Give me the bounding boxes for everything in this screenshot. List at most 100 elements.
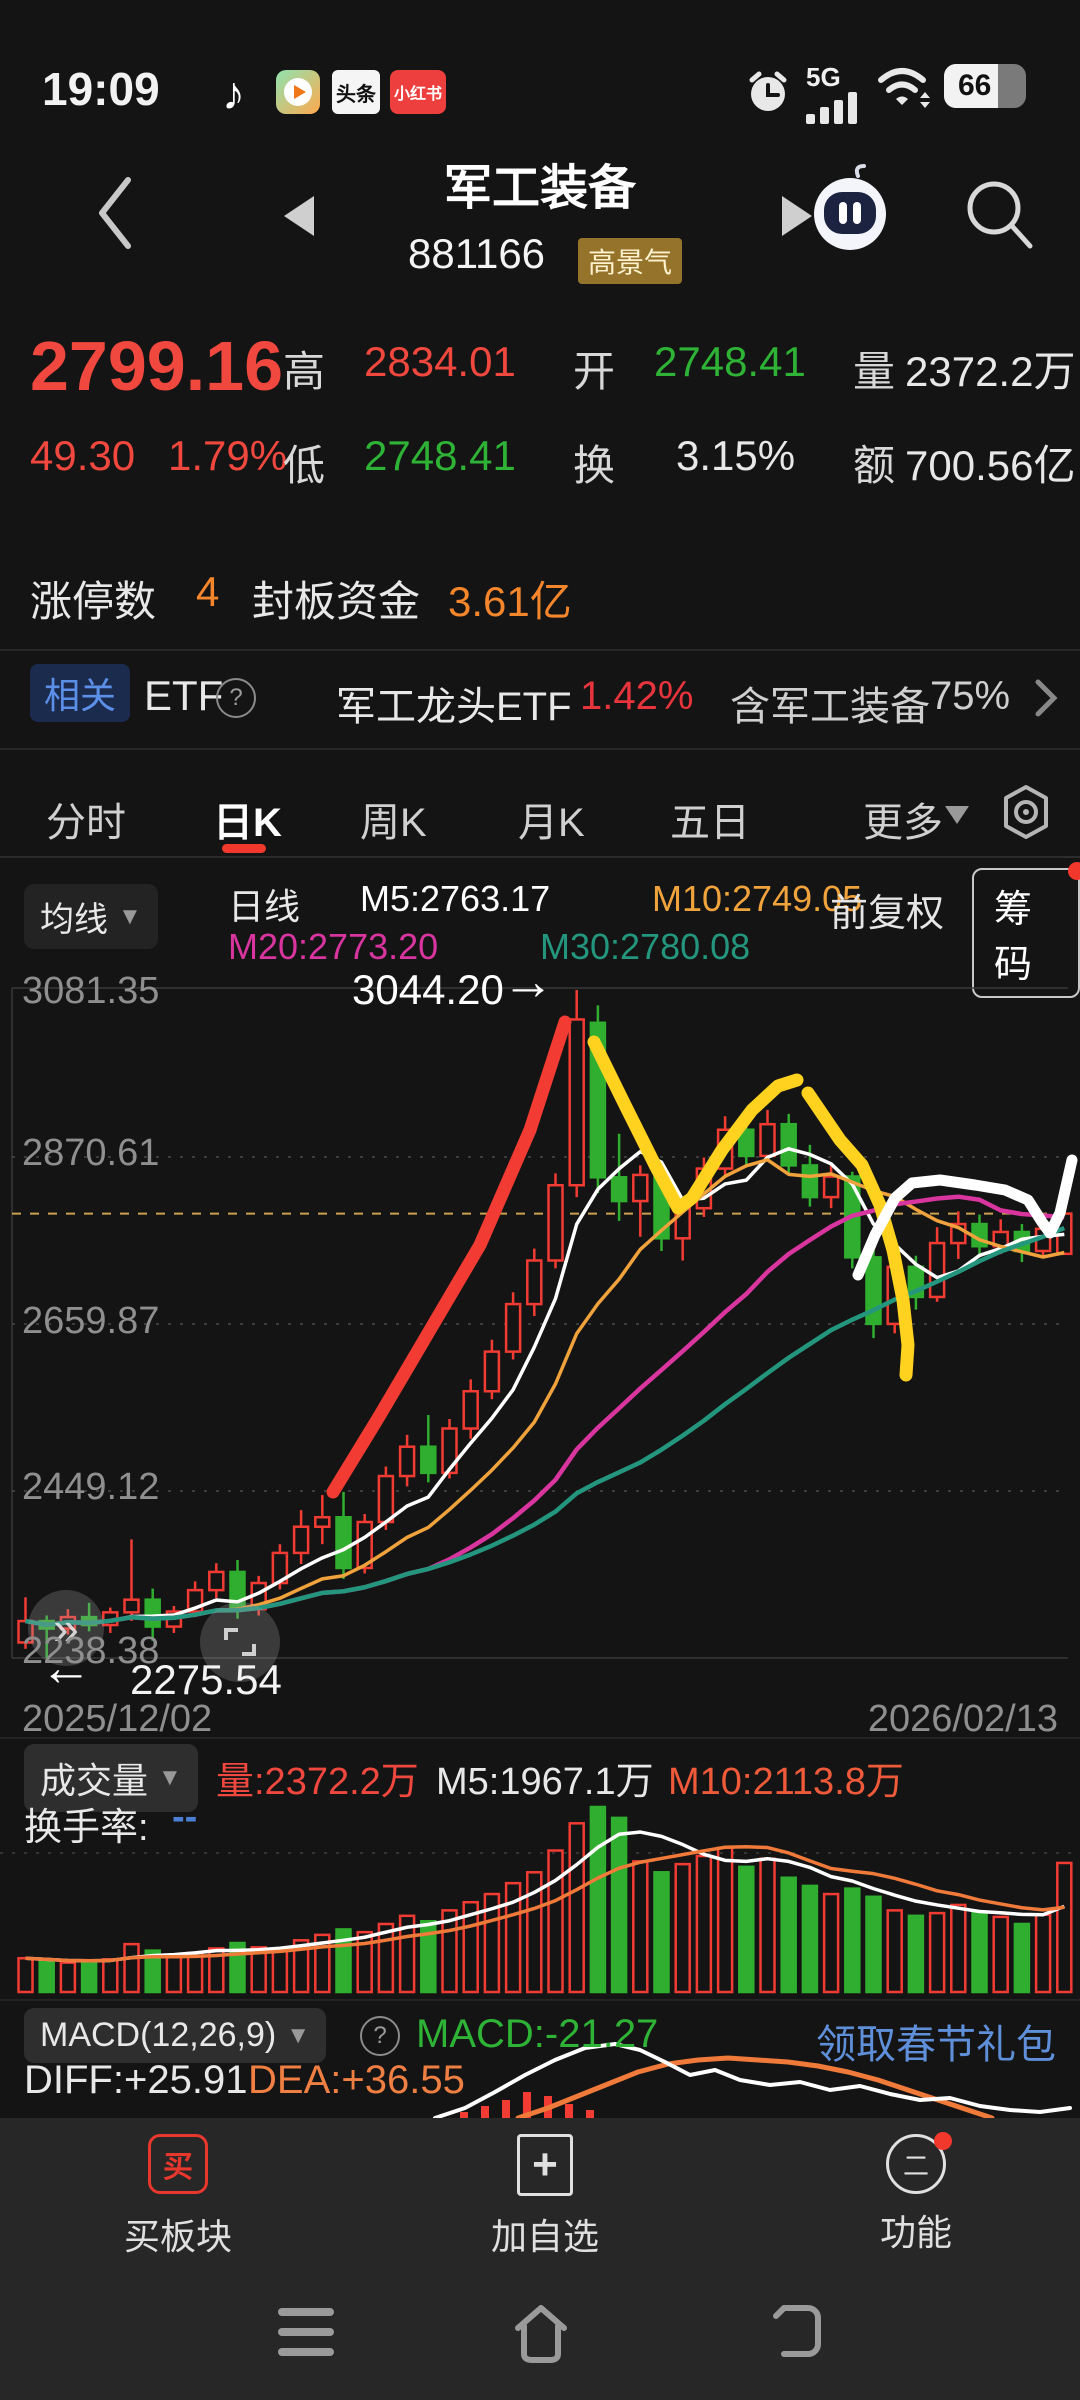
ma20-value: M20:2773.20: [228, 926, 439, 967]
chart-settings-icon[interactable]: [996, 782, 1056, 842]
open-label: 开: [573, 348, 616, 395]
amount-label: 额: [853, 442, 896, 489]
macd-dropdown[interactable]: MACD(12,26,9) ▼: [24, 2008, 326, 2063]
corners-icon: [224, 1628, 256, 1656]
high-label: 高: [283, 348, 326, 395]
limit-up-count: 4: [196, 568, 220, 615]
fast-forward-overlay-button[interactable]: »: [28, 1590, 104, 1666]
price-change: 49.30: [30, 432, 136, 479]
etf-name[interactable]: 军工龙头ETF: [336, 685, 572, 729]
signal-icon: [806, 92, 864, 124]
buy-icon: 买: [148, 2134, 208, 2194]
low-value: 2748.41: [364, 432, 516, 479]
etf-help-icon[interactable]: ?: [216, 678, 256, 718]
volume-label: 量: [853, 348, 896, 395]
turnover-value: 3.15%: [676, 432, 796, 479]
divider: [0, 1737, 1080, 1739]
functions-label: 功能: [879, 2212, 952, 2253]
chips-button[interactable]: 筹码: [972, 862, 1080, 998]
wifi-icon: [876, 62, 934, 114]
tab-more[interactable]: 更多: [863, 801, 943, 845]
xiaohongshu-icon: 小红书: [390, 70, 446, 114]
etf-label: ETF: [144, 672, 224, 719]
turnover-label: 换: [573, 442, 616, 489]
active-tab-indicator: [222, 844, 266, 853]
limit-up-label: 涨停数: [30, 578, 157, 625]
prev-stock-icon[interactable]: [284, 196, 314, 236]
vol-ma10: M10:2113.8万: [668, 1761, 904, 1803]
y-axis-label: 2449.12: [22, 1466, 160, 1508]
fullscreen-overlay-button[interactable]: [200, 1602, 280, 1682]
back-nav-icon[interactable]: [766, 2300, 830, 2362]
volume-dropdown-label: 成交量: [40, 1760, 149, 1801]
related-tag[interactable]: 相关: [30, 664, 130, 722]
ma-dropdown-label: 均线: [40, 901, 108, 939]
turnover-rate-label: 换手率:: [24, 1807, 149, 1849]
tab-daily-k[interactable]: 日K: [213, 801, 282, 845]
functions-button[interactable]: 二 功能: [836, 2132, 996, 2256]
y-axis-label: 2870.61: [22, 1132, 160, 1174]
peak-annotation: 3044.20: [352, 966, 504, 1013]
caret-down-icon: ▼: [158, 1764, 182, 1791]
period-label: 日线: [228, 886, 301, 927]
search-icon[interactable]: [958, 172, 1042, 256]
divider: [0, 649, 1080, 651]
add-watchlist-button[interactable]: + 加自选: [465, 2134, 625, 2260]
stock-code: 881166: [408, 230, 546, 277]
buy-sector-label: 买板块: [123, 2216, 232, 2257]
macd-value: MACD:-21.27: [416, 2012, 659, 2056]
low-label: 低: [283, 442, 326, 489]
add-watchlist-label: 加自选: [490, 2216, 599, 2257]
tab-minute[interactable]: 分时: [46, 801, 126, 845]
buy-sector-button[interactable]: 买 买板块: [98, 2134, 258, 2260]
open-value: 2748.41: [654, 338, 806, 385]
arrow-right-icon: →: [502, 953, 554, 1011]
arrow-left-icon: ←: [40, 1639, 92, 1697]
tab-monthly-k[interactable]: 月K: [518, 801, 585, 845]
promo-link[interactable]: 领取春节礼包: [816, 2023, 1056, 2067]
tab-weekly-k[interactable]: 周K: [360, 801, 427, 845]
tiktok-icon: ♪: [222, 67, 245, 119]
amount-value: 700.56亿: [905, 442, 1076, 489]
seal-fund-label: 封板资金: [252, 578, 421, 625]
y-axis-label: 2238.38: [22, 1630, 160, 1672]
network-type-label: 5G: [806, 62, 841, 92]
back-button[interactable]: [92, 172, 140, 254]
add-icon: +: [517, 2134, 573, 2196]
low-annotation: 2275.54: [130, 1656, 282, 1703]
macd-help-icon[interactable]: ?: [360, 2016, 400, 2056]
candlestick-chart[interactable]: [0, 975, 1080, 1690]
boom-badge[interactable]: 高景气: [578, 238, 683, 284]
date-start: 2025/12/02: [22, 1698, 213, 1740]
caret-down-icon: ▼: [118, 902, 142, 930]
y-axis-label: 2659.87: [22, 1300, 160, 1342]
vol-current: 量:2372.2万: [216, 1761, 419, 1803]
recents-nav-icon[interactable]: [278, 2308, 334, 2356]
next-stock-icon[interactable]: [782, 196, 812, 236]
home-nav-icon[interactable]: [508, 2296, 574, 2366]
volume-indicator-dropdown[interactable]: 成交量 ▼: [24, 1744, 198, 1812]
volume-chart[interactable]: [0, 1795, 1080, 2000]
more-caret-icon: [945, 806, 969, 824]
battery-percent: 66: [958, 69, 992, 102]
macd-chart[interactable]: [0, 2002, 1080, 2118]
divider: [0, 748, 1080, 750]
page-title: 军工装备: [443, 162, 636, 215]
notification-dot: [1068, 862, 1080, 880]
seal-fund-value: 3.61亿: [448, 578, 572, 625]
xigua-video-icon: [276, 70, 320, 114]
ma-dropdown[interactable]: 均线 ▼: [24, 884, 158, 949]
notification-dot: [934, 2132, 952, 2150]
status-time: 19:09: [42, 63, 160, 115]
etf-holding-label: 含军工装备: [730, 685, 930, 729]
robot-assistant-icon[interactable]: [806, 162, 894, 254]
chevron-right-icon[interactable]: [1030, 676, 1062, 720]
adjust-mode-toggle[interactable]: 前复权: [830, 893, 945, 935]
tab-five-day[interactable]: 五日: [670, 801, 750, 845]
ma5-value: M5:2763.17: [360, 878, 551, 919]
turnover-rate-value: --: [172, 1796, 198, 1838]
diff-value: DIFF:+25.91: [24, 2058, 248, 2102]
ma10-value: M10:2749.05: [652, 878, 863, 919]
dea-value: DEA:+36.55: [248, 2058, 465, 2102]
